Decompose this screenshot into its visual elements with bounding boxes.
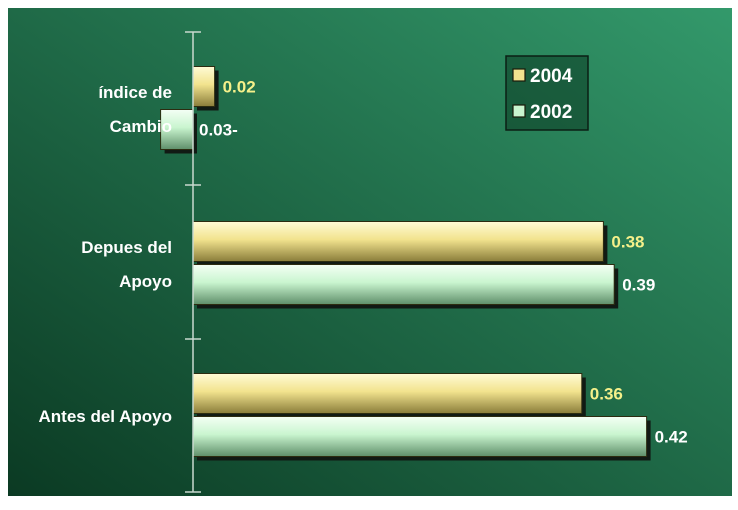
category-label-1-line-1: índice de bbox=[98, 83, 172, 102]
value-label-2002-2: 0.39 bbox=[622, 276, 655, 295]
legend-swatch-2002 bbox=[512, 104, 526, 118]
bar-2002-2 bbox=[192, 264, 615, 305]
bar-2004-2 bbox=[192, 221, 604, 262]
value-label-2002-3: 0.42 bbox=[655, 428, 688, 447]
legend-box bbox=[505, 55, 589, 131]
category-label-1-line-2: Cambio bbox=[110, 117, 172, 136]
value-label-2004-2: 0.38 bbox=[611, 233, 644, 252]
legend-label-2002: 2002 bbox=[530, 102, 572, 123]
legend: 2004 2002 bbox=[505, 55, 589, 131]
category-label-3-line-1: Antes del Apoyo bbox=[39, 407, 173, 426]
legend-label-2004: 2004 bbox=[530, 66, 573, 87]
legend-swatch-2004 bbox=[512, 68, 526, 82]
category-label-2-line-1: Depues del bbox=[81, 238, 172, 257]
value-label-2004-3: 0.36 bbox=[590, 385, 623, 404]
bar-2002-3 bbox=[192, 416, 648, 457]
bar-2004-3 bbox=[192, 373, 583, 414]
bar-2004-1 bbox=[192, 66, 216, 107]
category-label-2-line-2: Apoyo bbox=[119, 272, 172, 291]
value-label-2004-1: 0.02 bbox=[223, 78, 256, 97]
value-label-2002-1: 0.03- bbox=[199, 121, 238, 140]
